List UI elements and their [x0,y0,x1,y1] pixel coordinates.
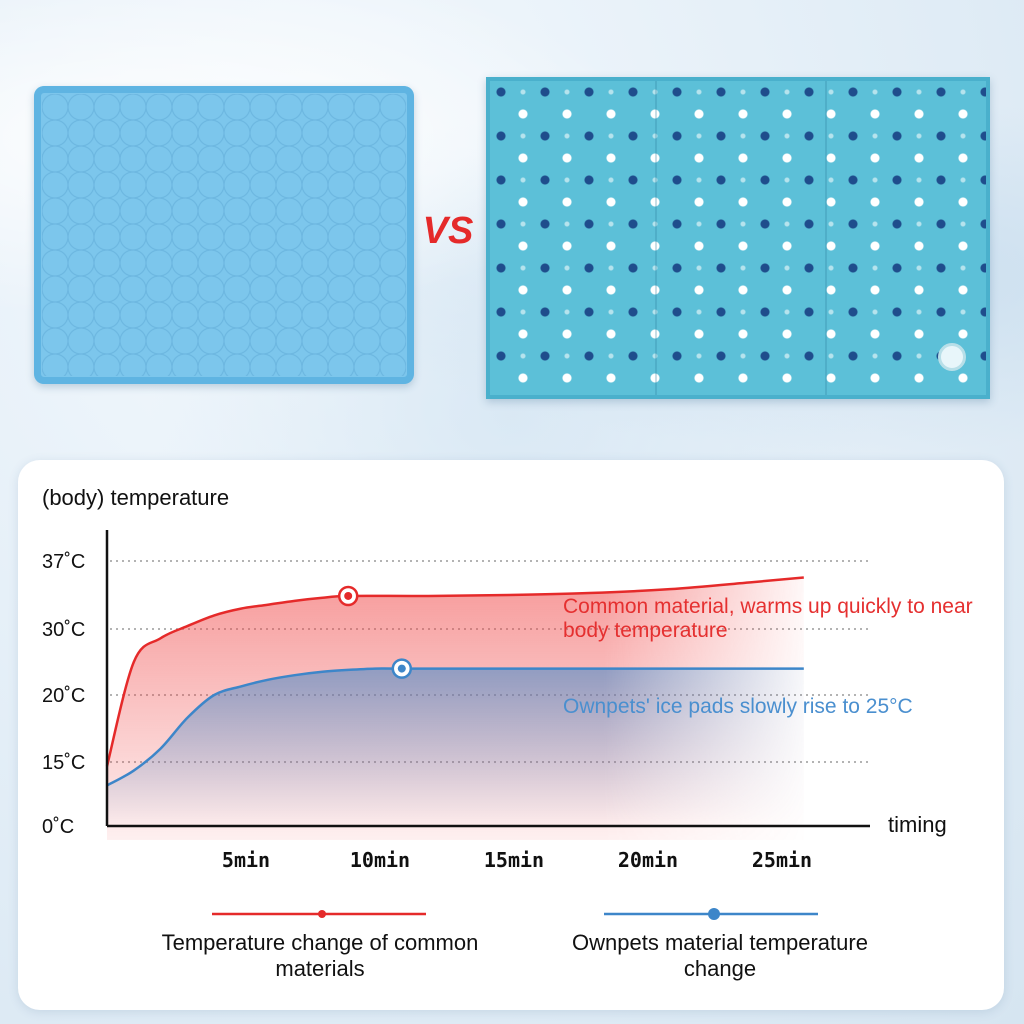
fold-line [655,81,657,395]
ownpets-series-marker-dot [397,664,406,673]
x-tick-label: 10min [350,848,410,872]
legend-red-dot [318,910,326,918]
legend-common-materials: Temperature change of common materials [161,930,479,981]
common-material-pad-image [34,86,414,384]
annotation-ownpets: Ownpets' ice pads slowly rise to 25°C [563,695,913,718]
common-material-series-line [105,576,804,767]
y-axis-label: (body) temperature [42,485,229,510]
quilted-circle-pattern [42,94,406,376]
pad-edge-binding [34,86,414,384]
x-tick-label: 20min [618,848,678,872]
vs-label: VS [422,210,474,252]
x-tick-label: 5min [222,848,270,872]
ownpets-series-line [106,667,804,787]
x-tick-label: 25min [752,848,812,872]
y-tick-label: 0˚C [42,816,74,838]
annotation-common-material: Common material, warms up quickly to nea… [563,595,973,642]
fill-valve-icon [938,343,966,371]
y-tick-label: 20˚C [42,685,85,707]
x-tick-label: 15min [484,848,544,872]
ownpets-ice-pad-image [486,77,990,399]
legend-blue-dot [708,908,720,920]
paw-print-pattern [490,81,986,395]
legend-ownpets-material: Ownpets material temperature change [572,930,868,981]
fold-line [825,81,827,395]
y-tick-label: 15˚C [42,752,85,774]
x-axis-label: timing [888,812,947,837]
y-tick-label: 37˚C [42,551,85,573]
common-material-series-marker-dot [344,591,353,600]
ownpets-series-area [107,668,804,826]
y-tick-label: 30˚C [42,619,85,641]
